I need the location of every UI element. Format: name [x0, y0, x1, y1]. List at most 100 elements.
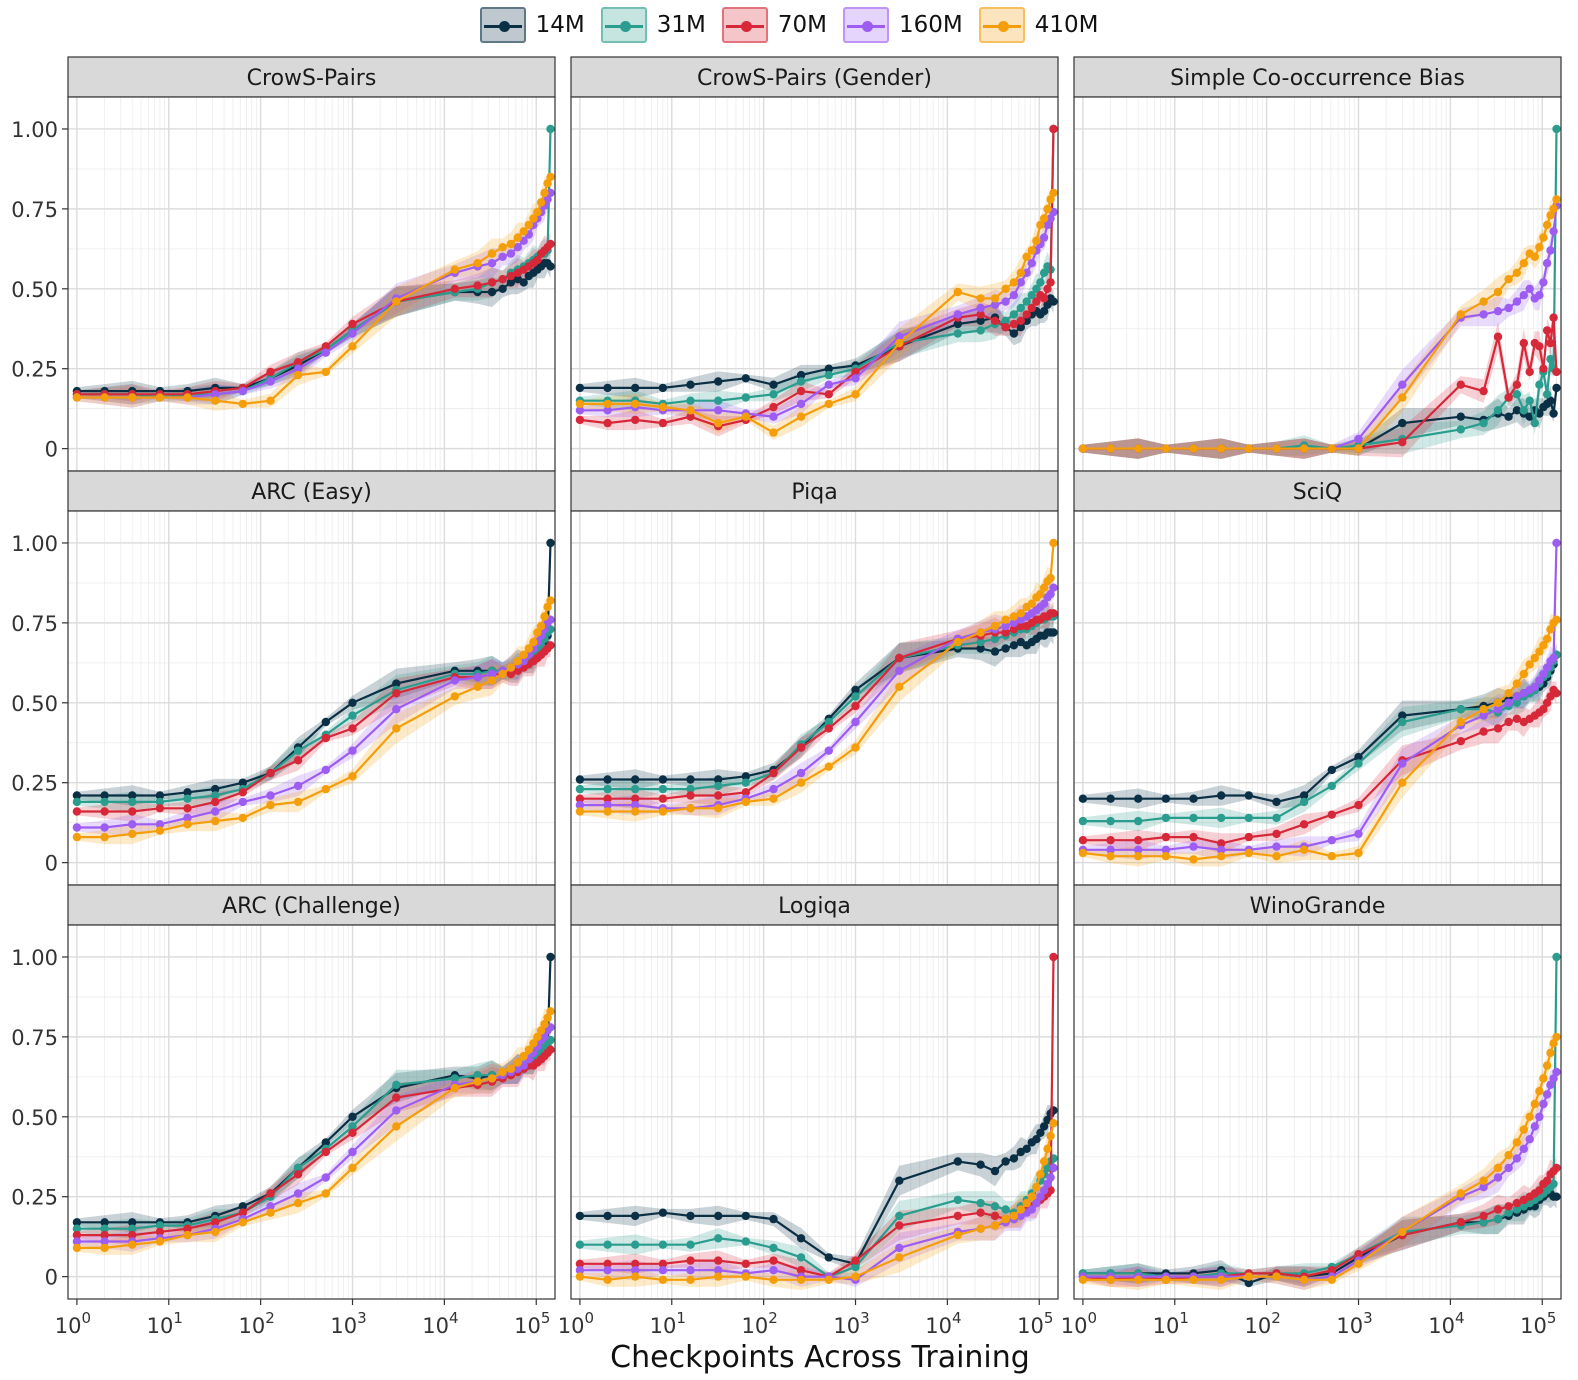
data-point	[953, 319, 962, 329]
data-point	[1016, 621, 1025, 631]
data-point	[321, 717, 330, 727]
data-point	[658, 794, 668, 803]
y-tick-label: 0.25	[11, 1186, 58, 1210]
panel-strip	[1073, 56, 1562, 98]
data-point	[1456, 1218, 1466, 1227]
data-point	[1106, 444, 1115, 453]
data-point	[100, 797, 109, 807]
data-point	[714, 1256, 723, 1265]
data-point	[741, 393, 750, 402]
data-point	[1039, 1122, 1049, 1131]
data-point	[513, 233, 522, 242]
data-point	[976, 628, 985, 637]
data-point	[1493, 287, 1503, 297]
data-point	[714, 377, 723, 386]
data-point	[1046, 573, 1055, 583]
data-point	[631, 800, 640, 810]
data-point	[498, 1067, 507, 1077]
data-point	[1525, 367, 1534, 377]
data-point	[1217, 1275, 1226, 1285]
data-point	[686, 380, 695, 389]
legend-label: 160M	[898, 12, 963, 38]
data-point	[155, 1227, 165, 1237]
data-point	[155, 1221, 165, 1230]
data-point	[546, 596, 555, 605]
legend-item-410m: 410M	[978, 7, 1098, 43]
x-tick-label: 104	[925, 1309, 961, 1338]
data-point	[1546, 625, 1555, 634]
data-point	[546, 625, 555, 634]
data-point	[155, 804, 165, 813]
data-point	[1001, 1214, 1010, 1224]
data-point	[392, 1122, 401, 1131]
data-point	[211, 791, 220, 800]
data-point	[473, 1071, 482, 1080]
data-point	[1043, 1144, 1052, 1154]
x-tick-base: 10	[330, 1314, 357, 1338]
ribbon-31m	[579, 1146, 1054, 1281]
data-point	[1552, 367, 1561, 377]
data-point	[741, 1259, 750, 1269]
data-point	[575, 807, 585, 816]
grid	[571, 925, 1058, 1299]
data-point	[1078, 444, 1088, 453]
data-point	[1539, 364, 1548, 373]
data-point	[796, 768, 806, 778]
data-point	[1549, 204, 1558, 214]
data-point	[1244, 1272, 1254, 1281]
x-tick-exponent: 0	[81, 1309, 91, 1327]
data-point	[1009, 1211, 1019, 1221]
data-point	[824, 380, 833, 389]
data-point	[1078, 794, 1088, 803]
data-point	[575, 800, 585, 810]
y-tick-label: 0	[45, 852, 58, 876]
legend-key-icon	[978, 7, 1025, 43]
data-point	[1542, 1061, 1552, 1070]
data-point	[1039, 307, 1049, 316]
series-group	[1078, 531, 1561, 867]
data-point	[1493, 724, 1503, 733]
data-point	[990, 647, 1000, 656]
data-point	[266, 1189, 275, 1198]
data-point	[392, 297, 401, 306]
data-point	[603, 1266, 612, 1275]
data-point	[1479, 310, 1488, 319]
data-point	[824, 399, 833, 409]
data-point	[990, 1211, 1000, 1221]
data-point	[1134, 816, 1143, 826]
data-point	[1049, 609, 1058, 618]
data-point	[1512, 297, 1522, 306]
data-point	[1106, 794, 1115, 803]
data-point	[211, 390, 220, 399]
data-point	[1189, 832, 1198, 842]
data-point	[1049, 188, 1058, 198]
data-point	[796, 370, 806, 380]
data-point	[1398, 438, 1407, 447]
x-tick-label: 103	[1336, 1309, 1372, 1338]
data-point	[1022, 1144, 1031, 1154]
data-point	[293, 358, 303, 367]
data-point	[1016, 1205, 1025, 1214]
data-point	[1479, 297, 1488, 306]
data-point	[851, 701, 860, 711]
data-point	[1530, 682, 1540, 691]
data-point	[238, 1208, 247, 1217]
data-point	[1504, 1163, 1513, 1173]
data-point	[321, 1138, 330, 1147]
series-group	[1078, 117, 1561, 459]
data-point	[72, 1224, 82, 1233]
data-point	[238, 399, 247, 409]
data-point	[72, 791, 82, 800]
data-point	[1552, 952, 1561, 962]
data-point	[536, 198, 546, 207]
panel-title: ARC (Easy)	[251, 480, 372, 505]
data-point	[266, 367, 275, 377]
data-point	[321, 765, 330, 775]
data-point	[1161, 813, 1171, 823]
data-point	[543, 179, 552, 188]
data-point	[1027, 259, 1037, 268]
x-tick-label: 100	[1061, 1309, 1097, 1338]
panel-border	[1073, 924, 1562, 1300]
data-point	[1546, 246, 1555, 255]
data-point	[1039, 583, 1049, 592]
